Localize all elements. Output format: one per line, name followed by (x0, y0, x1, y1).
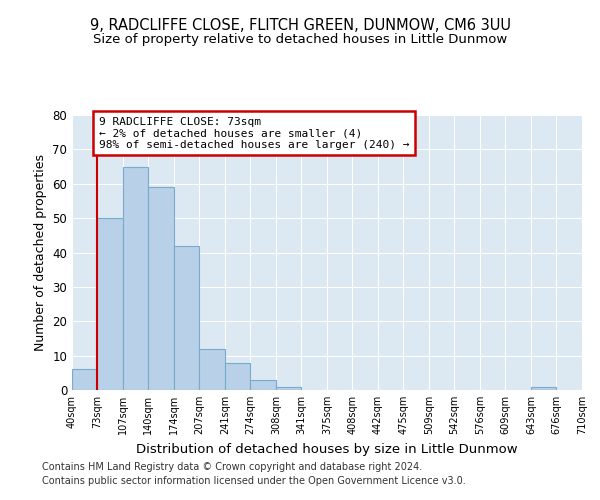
Bar (97, 218, 123, 390)
Text: Size of property relative to detached houses in Little Dunmow: Size of property relative to detached ho… (93, 32, 507, 46)
Bar (148, 187, 174, 390)
Bar (174, 246, 199, 390)
Bar (276, 386, 301, 390)
Bar (72, 370, 97, 390)
Text: Contains HM Land Registry data © Crown copyright and database right 2024.: Contains HM Land Registry data © Crown c… (42, 462, 422, 472)
Bar (123, 166, 148, 390)
Text: 9 RADCLIFFE CLOSE: 73sqm
← 2% of detached houses are smaller (4)
98% of semi-det: 9 RADCLIFFE CLOSE: 73sqm ← 2% of detache… (98, 116, 409, 150)
Bar (225, 362, 250, 390)
Bar (199, 349, 225, 390)
Text: Contains public sector information licensed under the Open Government Licence v3: Contains public sector information licen… (42, 476, 466, 486)
Text: 9, RADCLIFFE CLOSE, FLITCH GREEN, DUNMOW, CM6 3UU: 9, RADCLIFFE CLOSE, FLITCH GREEN, DUNMOW… (89, 18, 511, 32)
Bar (250, 380, 276, 390)
X-axis label: Distribution of detached houses by size in Little Dunmow: Distribution of detached houses by size … (136, 442, 518, 456)
Y-axis label: Number of detached properties: Number of detached properties (34, 154, 47, 351)
Bar (531, 386, 556, 390)
